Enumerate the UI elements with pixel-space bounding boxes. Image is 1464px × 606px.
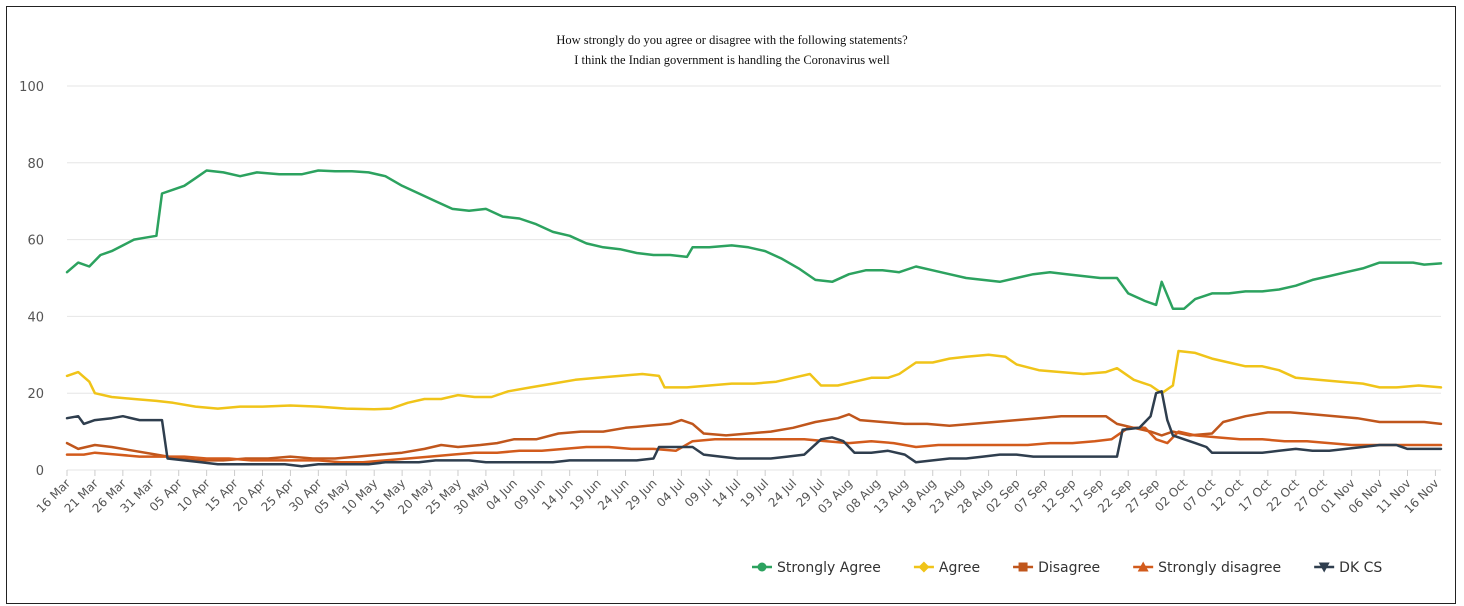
chart-subtitle: I think the Indian government is handlin… [574,53,890,67]
legend-marker-triangle [1137,561,1149,572]
legend-marker-circle [757,562,767,572]
legend-label: Disagree [1038,560,1100,576]
y-axis-ticks: 0 20 40 60 80 100 [19,80,44,479]
x-tick-label: 24 Jul [766,476,800,510]
series-line-disagree [65,411,1443,462]
series-line-agree [65,349,1443,411]
legend-item-agree[interactable]: Agree [913,560,980,576]
y-tick-label: 100 [19,80,44,95]
x-tick-label: 29 Jun [623,476,660,513]
legend-item-strongly-agree[interactable]: Strongly Agree [752,560,881,576]
y-tick-label: 60 [27,234,44,249]
series-lines [65,169,1443,468]
series-line-dk-cs [65,390,1443,468]
y-tick-label: 80 [27,157,44,172]
legend-marker-diamond [918,561,930,573]
legend-label: Strongly Agree [777,560,881,576]
x-tick-label: 14 Jul [710,476,744,510]
legend-item-dk-cs[interactable]: DK CS [1314,560,1382,576]
legend-marker-triangle-down [1318,562,1330,573]
legend-label: DK CS [1339,560,1382,576]
legend-label: Strongly disagree [1158,560,1281,576]
legend-item-disagree[interactable]: Disagree [1013,560,1100,576]
x-tick-label: 04 Jul [654,476,688,510]
y-tick-label: 0 [36,464,44,479]
chart-title: How strongly do you agree or disagree wi… [556,33,908,47]
legend-label: Agree [939,560,980,576]
line-chart: How strongly do you agree or disagree wi… [19,33,1443,576]
x-tick-label: 09 Jul [682,476,716,510]
series-line-strongly-agree [65,169,1443,310]
series-line-strongly-disagree [65,426,1443,464]
legend[interactable]: Strongly Agree Agree Disagree Strongly disa… [752,560,1382,576]
y-tick-label: 40 [27,310,44,325]
y-gridlines [67,85,1441,471]
x-tick-label: 19 Jul [738,476,772,510]
legend-marker-square [1018,562,1028,572]
legend-item-strongly-disagree[interactable]: Strongly disagree [1133,560,1281,576]
y-tick-label: 20 [27,387,44,402]
chart-frame: How strongly do you agree or disagree wi… [6,6,1456,604]
